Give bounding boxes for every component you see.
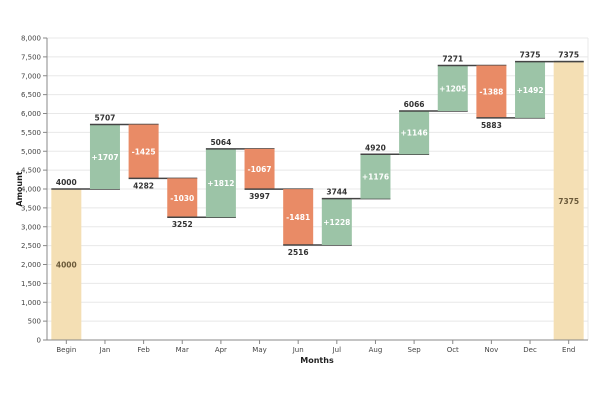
x-tick-label: Begin [56, 346, 76, 354]
y-tick-label: 0 [37, 337, 41, 345]
bar-jun [283, 189, 314, 246]
total-label: 7271 [442, 55, 463, 64]
bar-begin [51, 189, 82, 340]
total-label: 3744 [326, 188, 347, 197]
change-label: -1425 [132, 147, 156, 156]
bar-mar [167, 178, 198, 218]
gridlines [47, 37, 589, 341]
x-tick-label: Oct [447, 346, 459, 354]
total-label: 4920 [365, 143, 386, 152]
change-label: +1812 [207, 179, 234, 188]
change-label: -1481 [286, 213, 310, 222]
y-tick-label: 3,500 [21, 204, 41, 212]
x-tick-label: Sep [408, 346, 422, 354]
y-tick-label: 2,000 [21, 261, 41, 269]
bar-nov [476, 65, 507, 118]
bar-oct [437, 65, 468, 112]
total-label: 5707 [95, 114, 116, 123]
change-label: +1228 [323, 218, 350, 227]
change-label: 7375 [558, 197, 579, 206]
total-label: 4282 [133, 181, 154, 190]
y-axis: 0 500 1,000 1,500 2,000 2,500 3,000 3,500 4,000 4… [21, 35, 48, 345]
y-tick-label: 2,500 [21, 242, 41, 250]
x-tick-label: Jul [332, 346, 342, 354]
change-label: 4000 [56, 261, 77, 270]
total-label: 5064 [210, 138, 231, 147]
y-tick-label: 500 [28, 318, 41, 326]
x-tick-label: Nov [485, 346, 499, 354]
y-tick-label: 1,000 [21, 299, 41, 307]
x-tick-label: Aug [369, 346, 383, 354]
y-tick-label: 3,000 [21, 223, 41, 231]
x-tick-label: Jan [99, 346, 111, 354]
total-label: 5883 [481, 121, 502, 130]
bar-sep [399, 111, 430, 155]
total-label: 2516 [288, 248, 309, 257]
x-tick-label: Dec [523, 346, 537, 354]
bar-apr [205, 148, 236, 218]
change-label: +1707 [91, 153, 118, 162]
bar-jan [89, 124, 120, 189]
x-tick-label: Feb [137, 346, 150, 354]
y-tick-label: 4,500 [21, 167, 41, 175]
bar-jul [321, 198, 352, 246]
total-label: 3997 [249, 192, 270, 201]
x-axis-title: Months [300, 356, 334, 365]
y-axis-title: Amount [15, 171, 24, 206]
x-axis: Begin Jan Feb Mar Apr May Jun Jul Aug Sep Oct Nov De… [47, 339, 588, 354]
change-label: -1067 [248, 165, 272, 174]
change-label: -1388 [479, 88, 503, 97]
x-tick-label: Jun [292, 346, 304, 354]
y-tick-label: 5,500 [21, 129, 41, 137]
change-label: +1176 [362, 172, 389, 181]
change-label: +1146 [401, 129, 428, 138]
y-tick-label: 7,000 [21, 72, 41, 80]
x-tick-label: May [252, 346, 266, 354]
bar-dec [515, 61, 546, 118]
y-tick-label: 6,000 [21, 110, 41, 118]
bar-may [244, 148, 275, 190]
bar-aug [360, 154, 391, 199]
total-label: 6066 [404, 100, 425, 109]
y-tick-label: 1,500 [21, 280, 41, 288]
total-label: 7375 [558, 51, 579, 60]
change-label: +1492 [516, 86, 543, 95]
bar-end [553, 61, 584, 340]
y-tick-label: 4,000 [21, 186, 41, 194]
bars: 4000 4000 +1707 5707 -1425 4282 -1030 3252 +1812… [51, 51, 584, 340]
bar-feb [128, 124, 159, 179]
total-label: 4000 [56, 178, 77, 187]
y-tick-label: 6,500 [21, 91, 41, 99]
y-tick-label: 8,000 [21, 35, 41, 43]
y-tick-label: 7,500 [21, 53, 41, 61]
change-label: +1205 [439, 84, 466, 93]
total-label: 3252 [172, 220, 193, 229]
x-tick-label: Mar [176, 346, 189, 354]
total-label: 7375 [520, 51, 541, 60]
change-label: -1030 [170, 194, 194, 203]
x-tick-label: End [562, 346, 575, 354]
x-tick-label: Apr [215, 346, 227, 354]
y-tick-label: 5,000 [21, 148, 41, 156]
